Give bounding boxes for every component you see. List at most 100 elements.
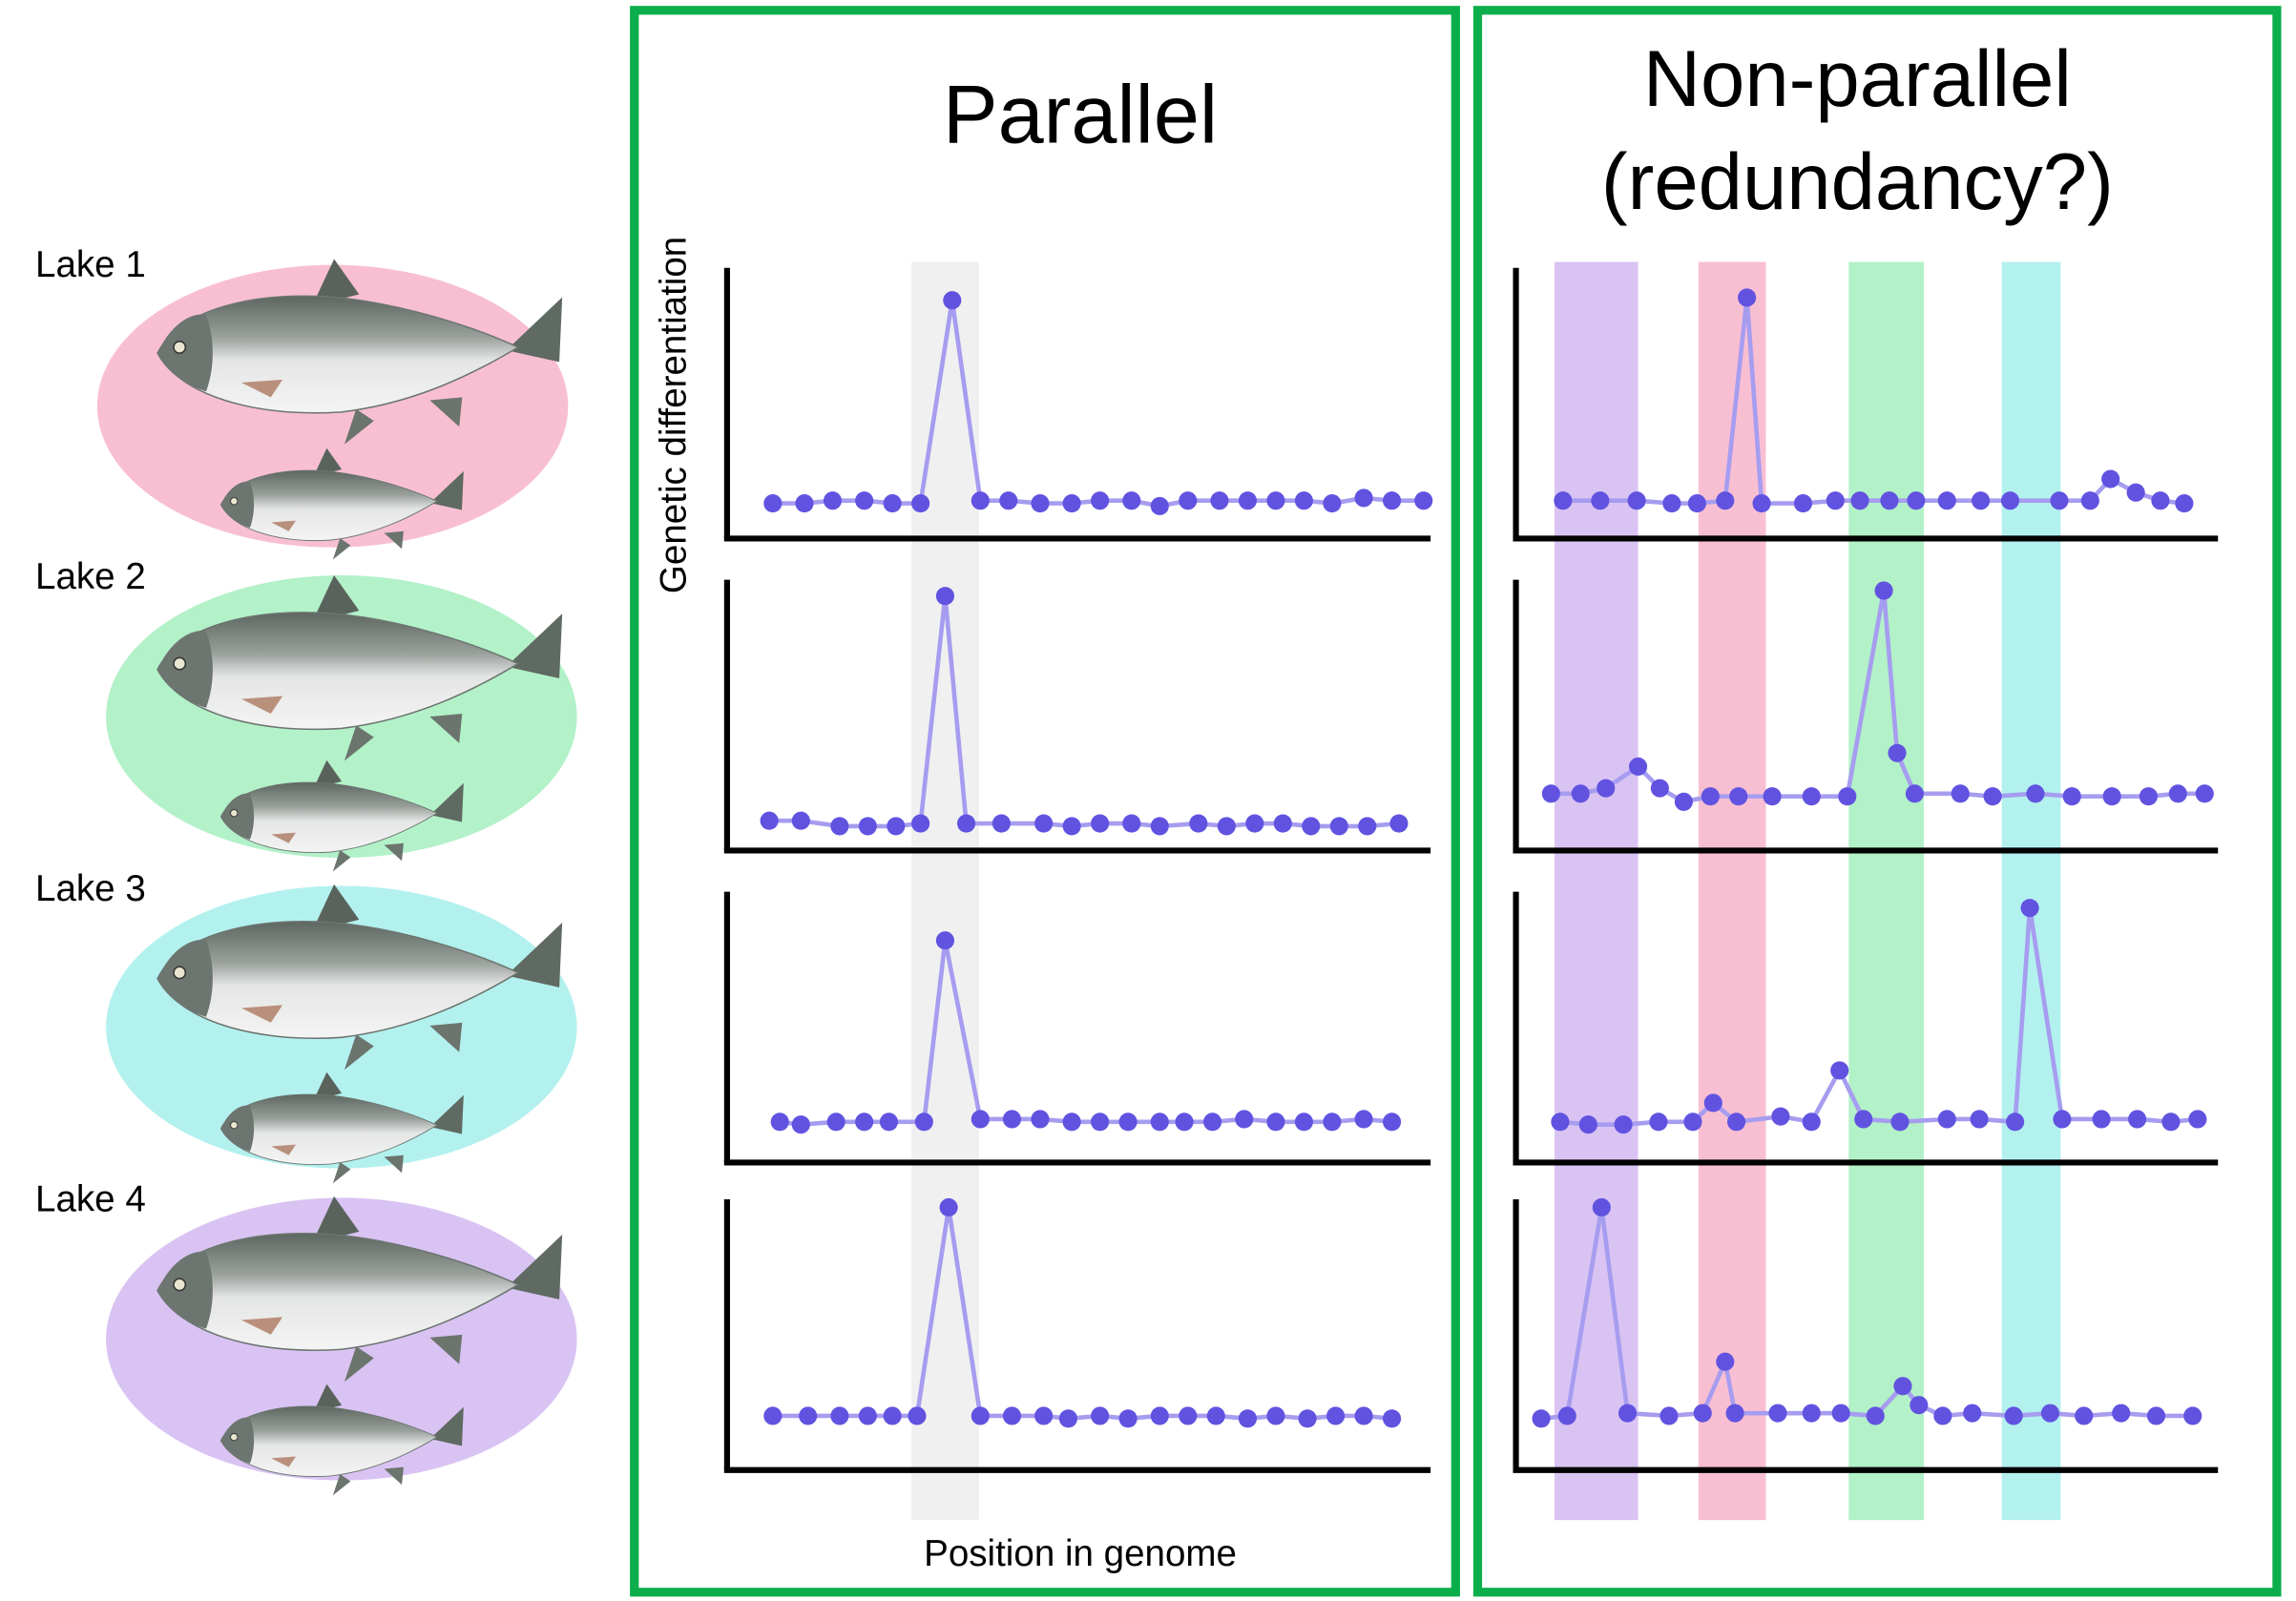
data-point — [1983, 787, 2002, 806]
data-point — [2128, 1110, 2147, 1129]
data-point — [770, 1112, 789, 1132]
data-point — [1294, 491, 1313, 510]
parallel-title: Parallel — [943, 70, 1218, 161]
highlight-band — [2001, 261, 2061, 1521]
data-point — [1725, 1403, 1744, 1423]
data-point — [1970, 1110, 1989, 1129]
data-point — [2040, 1403, 2059, 1423]
data-point — [2062, 787, 2081, 806]
data-point — [1179, 491, 1198, 510]
data-point — [763, 1406, 783, 1425]
data-point — [883, 494, 902, 513]
data-point — [1802, 1112, 1821, 1132]
data-point — [1830, 1061, 1849, 1080]
nonparallel-subtitle: (redundancy?) — [1601, 137, 2114, 226]
data-point — [1238, 491, 1258, 510]
data-point — [1614, 1115, 1633, 1134]
data-point — [1150, 1406, 1169, 1425]
data-point — [858, 1406, 877, 1425]
highlight-band — [1555, 261, 1639, 1521]
data-point — [1831, 1403, 1850, 1423]
data-point — [911, 494, 930, 513]
data-point — [1937, 1110, 1956, 1129]
data-point — [1905, 784, 1924, 803]
nonparallel-title: Non-parallel — [1643, 34, 2072, 123]
data-point — [1597, 779, 1616, 798]
data-point — [1058, 1409, 1078, 1428]
data-point — [830, 817, 849, 836]
lake-1-label: Lake 1 — [35, 244, 146, 285]
data-point — [1217, 817, 1236, 836]
data-point — [2053, 1110, 2072, 1129]
highlight-band — [1698, 261, 1766, 1521]
data-point — [887, 817, 906, 836]
data-point — [1235, 1110, 1254, 1129]
data-point — [855, 491, 874, 510]
lake-2: Lake 2 — [35, 556, 577, 872]
data-point — [971, 1406, 990, 1425]
data-point — [1203, 1112, 1222, 1132]
data-point — [1649, 1112, 1668, 1132]
data-point — [1662, 494, 1681, 513]
data-point — [1273, 814, 1292, 833]
data-point — [1592, 1197, 1611, 1217]
data-point — [1551, 1112, 1570, 1132]
data-point — [1802, 1403, 1821, 1423]
lake-4-label: Lake 4 — [35, 1178, 146, 1219]
data-point — [2080, 491, 2099, 510]
data-point — [939, 1197, 958, 1217]
data-point — [1850, 491, 1869, 510]
data-point — [1802, 787, 1821, 806]
data-point — [1618, 1403, 1638, 1423]
highlight-band — [1848, 261, 1924, 1521]
data-point — [2112, 1403, 2131, 1423]
series-lake-4 — [723, 1197, 1431, 1473]
data-point — [1716, 1352, 1735, 1371]
data-point — [1629, 757, 1648, 777]
data-point — [1302, 817, 1321, 836]
data-point — [1578, 1115, 1597, 1134]
data-point — [799, 1406, 818, 1425]
data-point — [914, 1112, 933, 1132]
data-point — [2101, 469, 2120, 489]
data-point — [1890, 1112, 1910, 1132]
data-point — [1002, 1110, 1022, 1129]
nonparallel-panel-frame — [1472, 6, 2282, 1597]
data-point — [855, 1112, 874, 1132]
data-point — [2146, 1406, 2166, 1425]
data-point — [2195, 784, 2214, 803]
data-point — [2168, 784, 2187, 803]
data-point — [1937, 491, 1956, 510]
data-point — [2161, 1112, 2181, 1132]
data-point — [2126, 483, 2145, 502]
highlight-band — [911, 261, 979, 1521]
data-point — [1034, 1406, 1054, 1425]
data-point — [2151, 491, 2170, 510]
data-point — [1910, 1396, 1929, 1415]
data-point — [2075, 1406, 2094, 1425]
data-point — [1383, 1112, 1402, 1132]
data-point — [2050, 491, 2069, 510]
data-point — [1768, 1403, 1787, 1423]
data-point — [1266, 1406, 1285, 1425]
data-point — [1091, 1406, 1110, 1425]
data-point — [1888, 743, 1907, 762]
data-point — [2175, 494, 2194, 513]
lake-3-label: Lake 3 — [35, 868, 146, 909]
data-point — [826, 1112, 845, 1132]
data-point — [1354, 489, 1373, 508]
data-point — [1034, 814, 1054, 833]
data-point — [1238, 1409, 1258, 1428]
data-point — [1062, 494, 1081, 513]
data-point — [991, 814, 1011, 833]
series-lake-4 — [1513, 1197, 2219, 1473]
data-point — [2092, 1110, 2111, 1129]
data-point — [2006, 1112, 2025, 1132]
data-point — [2102, 787, 2121, 806]
series-line — [772, 300, 1424, 509]
data-point — [1354, 1110, 1373, 1129]
parallel-panel-frame — [630, 6, 1460, 1597]
series-lake-1 — [723, 267, 1433, 542]
data-point — [823, 491, 843, 510]
series-lake-3 — [1513, 891, 2219, 1166]
